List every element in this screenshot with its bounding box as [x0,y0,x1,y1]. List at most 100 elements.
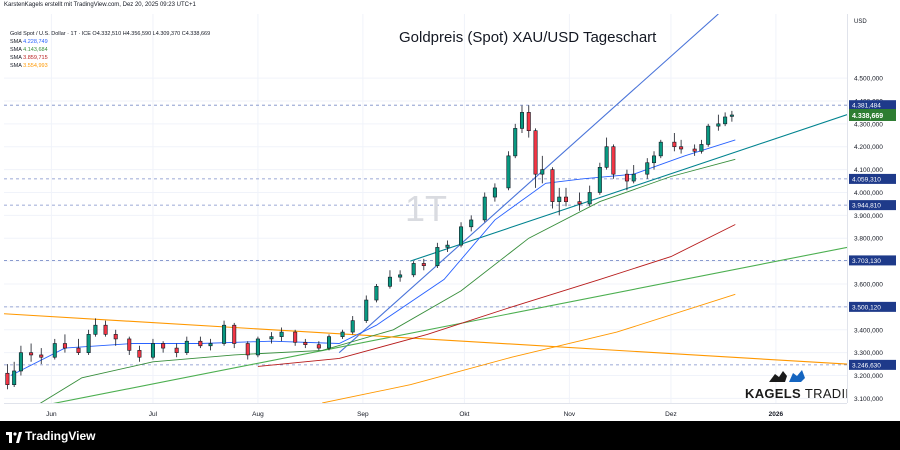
candle-body [29,352,34,356]
candle [245,341,250,360]
candle [293,329,298,346]
candle-body [150,343,155,358]
candle-body [269,336,274,340]
candle-body [113,334,118,340]
candle-body [563,196,568,202]
candle-body [303,342,308,345]
candle-body [652,155,657,164]
candle [557,187,562,216]
tradingview-brand[interactable]: TradingView [25,429,96,443]
chart-svg[interactable] [3,13,848,422]
candle-body [482,196,487,221]
time-tick-label: 2026 [769,411,784,418]
level-tag-label: 4.059,310 [852,176,881,183]
legend-label: SMA [10,63,22,69]
level-tag-label: 3.703,130 [852,258,881,265]
candle [387,270,392,289]
candle-body [540,169,545,175]
candle-body [93,324,98,335]
last-price-tag [849,108,896,121]
candle [198,336,203,349]
candle [587,185,592,207]
trendline [410,114,848,262]
horizontal-levels [4,104,847,366]
candle-body [469,219,474,228]
legend-row-sma-3[interactable]: SMA 3.859,715 [10,54,210,62]
footer-bar: TradingView [0,421,900,450]
time-tick-label: Nov [564,411,576,418]
candle [723,112,728,127]
interval-watermark: 1T [405,188,448,229]
candle [604,137,609,170]
candle-body [611,146,616,175]
candle [316,341,321,351]
candle-body [729,114,734,117]
candle-body [645,162,650,175]
chart-title: Goldpreis (Spot) XAU/USD Tageschart [399,29,657,46]
time-axis-svg[interactable]: Jun Jul Aug Sep Okt Nov Dez 2026 [4,404,847,422]
time-tick-label: Aug [252,411,264,418]
candle [577,192,582,211]
legend-value: 3.554,993 [23,63,48,69]
candle-body [364,299,369,321]
legend-row-sma-4[interactable]: SMA 3.554,993 [10,62,210,70]
time-tick-label: Sep [357,411,369,418]
sma-line [257,224,736,367]
candle-body [245,343,250,356]
candle-body [699,144,704,152]
legend-row-sma-2[interactable]: SMA 4.143,684 [10,46,210,54]
tradingview-logo-icon[interactable] [6,430,22,443]
price-axis[interactable]: USD4.500,0004.400,0004.300,0004.200,0004… [847,14,897,403]
price-tick-label: 3.800,000 [854,236,883,243]
candle [327,334,332,351]
candle-body [374,285,379,301]
legend-value: 4.143,684 [23,47,48,53]
price-tick-label: 4.500,000 [854,76,883,83]
time-tick-label: Jul [149,411,158,418]
candle [232,322,237,349]
candle-body [398,274,403,278]
candle [18,345,23,376]
candle [222,320,227,346]
candle-body [624,173,629,182]
candle [526,105,531,138]
candle [150,338,155,360]
candle [679,139,684,154]
candle-body [550,169,555,202]
candle-body [222,324,227,344]
price-tick-label: 3.400,000 [854,327,883,334]
candle [350,316,355,335]
legend-row-sma-1[interactable]: SMA 4.228,749 [10,38,210,46]
chart-area[interactable]: Gold Spot / U.S. Dollar · 1T · ICE O4.33… [3,13,848,422]
candle-body [557,196,562,202]
candle [39,348,44,365]
candle-body [387,276,392,287]
candle [729,110,734,122]
time-tick-label: Dez [665,411,677,418]
candle-body [706,125,711,145]
price-axis-svg[interactable]: USD4.500,0004.400,0004.300,0004.200,0004… [848,14,897,403]
candle-body [62,343,67,349]
candle [127,336,132,355]
level-tag [849,173,896,184]
price-tick-label: 3.600,000 [854,282,883,289]
time-axis[interactable]: Jun Jul Aug Sep Okt Nov Dez 2026 [4,403,847,422]
candle [137,345,142,362]
candle [672,132,677,152]
candle [52,338,57,360]
brand-kagels: KAGELS [745,386,801,401]
price-tick-label: 4.300,000 [854,121,883,128]
candle-body [316,344,321,349]
candle-body [127,338,132,351]
level-tag [849,100,896,111]
candle [62,334,67,353]
candle-body [76,347,81,353]
candle [279,327,284,342]
candle [421,258,426,271]
candle [597,162,602,195]
level-tag [849,301,896,312]
candle-body [587,192,592,205]
legend-label: SMA [10,47,22,53]
currency-label: USD [854,19,867,25]
time-tick-label: Okt [459,411,469,418]
